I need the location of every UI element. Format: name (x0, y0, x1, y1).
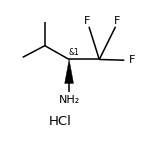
Polygon shape (65, 59, 74, 83)
Text: F: F (129, 55, 135, 65)
Text: F: F (114, 16, 120, 26)
Text: HCl: HCl (49, 115, 72, 128)
Text: NH₂: NH₂ (59, 95, 80, 105)
Text: &1: &1 (68, 48, 79, 57)
Text: F: F (84, 16, 90, 26)
